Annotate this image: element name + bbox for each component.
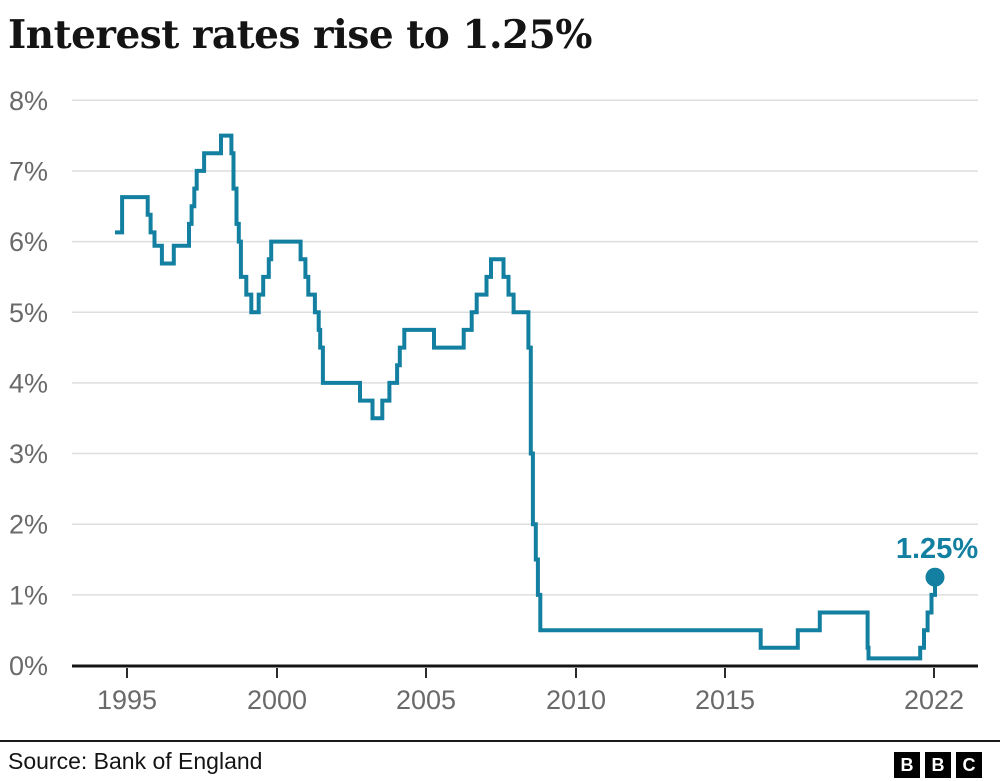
y-tick-label: 6% (9, 227, 48, 257)
x-axis: 1995 2000 2005 2010 2015 2022 (72, 664, 978, 715)
y-tick-label: 8% (9, 86, 48, 116)
x-tick-label: 2010 (546, 685, 606, 715)
source-text: Source: Bank of England (8, 748, 263, 774)
rate-chart: 0% 1% 2% 3% 4% 5% 6% 7% 8% 1995 2000 2005 2010 2015 2… (9, 86, 978, 715)
y-tick-label: 1% (9, 580, 48, 610)
y-tick-label: 5% (9, 298, 48, 328)
y-axis-labels: 0% 1% 2% 3% 4% 5% 6% 7% 8% (9, 86, 48, 681)
y-tick-label: 7% (9, 156, 48, 186)
end-value-label: 1.25% (896, 533, 978, 565)
bbc-logo: B B C (894, 752, 982, 778)
y-tick-label: 3% (9, 439, 48, 469)
x-tick-label: 1995 (97, 685, 157, 715)
x-tick-label: 2005 (396, 685, 456, 715)
bbc-logo-block: B (925, 752, 951, 778)
end-point-dot (925, 567, 945, 587)
x-tick-label: 2000 (247, 685, 307, 715)
y-tick-label: 2% (9, 510, 48, 540)
y-tick-label: 0% (9, 651, 48, 681)
x-tick-label: 2022 (904, 685, 964, 715)
gridlines (72, 99, 978, 596)
y-tick-label: 4% (9, 368, 48, 398)
bbc-logo-block: B (894, 752, 920, 778)
x-tick-label: 2015 (695, 685, 755, 715)
rate-step-line (115, 133, 937, 661)
footer: Source: Bank of England B B C (0, 740, 1000, 781)
chart-title: Interest rates rise to 1.25% (8, 12, 592, 58)
bbc-logo-block: C (956, 752, 982, 778)
